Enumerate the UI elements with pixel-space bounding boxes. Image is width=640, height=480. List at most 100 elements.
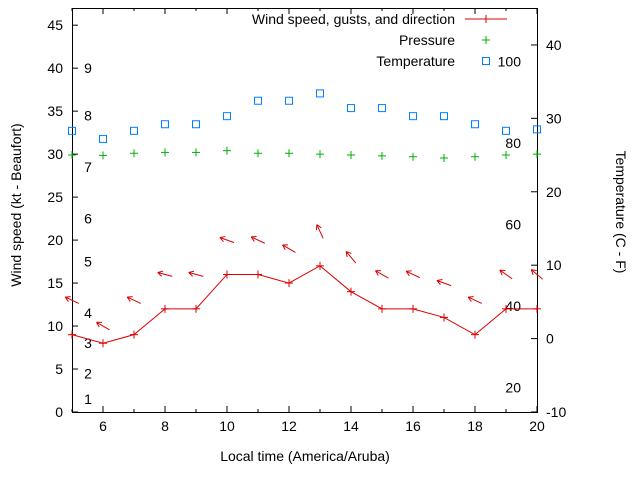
- fahrenheit-scale-label: 100: [498, 53, 522, 69]
- beaufort-scale-label: 8: [84, 107, 92, 123]
- gust-arrow: [316, 224, 324, 239]
- gust-arrow-head: [436, 279, 443, 281]
- gust-arrow: [530, 269, 544, 280]
- gust-arrow: [467, 296, 483, 304]
- temperature-point: [192, 120, 200, 129]
- x-tick-label: 8: [161, 418, 169, 434]
- fahrenheit-scale-label: 20: [505, 380, 521, 396]
- gust-arrow-head: [250, 236, 255, 242]
- temperature-point: [161, 120, 169, 129]
- gust-arrow-head: [157, 272, 162, 277]
- gust-arrow-head: [346, 251, 352, 254]
- y-left-tick-label: 15: [47, 275, 63, 291]
- beaufort-scale-label: 2: [84, 365, 92, 381]
- plot-border: [72, 8, 538, 413]
- gust-arrow: [436, 280, 452, 287]
- y-left-tick-label: 30: [47, 146, 63, 162]
- temperature-point: [502, 126, 510, 135]
- x-tick-label: 18: [467, 418, 483, 434]
- gust-arrow-head: [375, 270, 379, 276]
- gust-arrow-head: [282, 244, 286, 250]
- y-right-tick-label: 30: [546, 110, 562, 126]
- gust-arrow-head: [467, 296, 472, 302]
- y-right-tick-label: 10: [546, 257, 562, 273]
- gust-arrow-head: [64, 296, 69, 302]
- gust-arrow: [499, 269, 513, 280]
- legend-item-wind: Wind speed, gusts, and direction: [252, 8, 508, 29]
- y-axis-title-right: Temperature (C - F): [613, 150, 629, 274]
- gust-arrow-head: [219, 237, 224, 243]
- y-right-tick-label: 0: [546, 331, 554, 347]
- temperature-point: [254, 96, 262, 105]
- legend-label-temperature: Temperature: [376, 52, 455, 69]
- temperature-point: [347, 104, 355, 113]
- wind-speed-line: [71, 265, 537, 344]
- x-tick-label: 14: [343, 418, 359, 434]
- temperature-point: [378, 104, 386, 113]
- legend-label-wind: Wind speed, gusts, and direction: [251, 10, 455, 27]
- y-left-tick-label: 40: [47, 60, 63, 76]
- gust-arrow-head: [345, 251, 348, 258]
- gust-arrow: [405, 270, 421, 279]
- gust-arrow-head: [188, 270, 195, 274]
- temperature-point: [99, 134, 107, 143]
- gust-arrow-head: [219, 236, 226, 239]
- gust-arrow-head: [436, 280, 441, 286]
- temperature-point: [471, 120, 479, 129]
- beaufort-scale-label: 7: [84, 159, 92, 175]
- y-axis-title-left: Wind speed (kt - Beaufort): [8, 123, 24, 287]
- gust-arrow-head: [499, 269, 503, 276]
- y-left-tick-label: 25: [47, 189, 63, 205]
- gust-arrow: [157, 272, 173, 277]
- beaufort-scale-label: 1: [84, 391, 92, 407]
- y-left-tick-label: 5: [55, 361, 63, 377]
- temperature-point: [316, 89, 324, 98]
- y-left-tick-label: 35: [47, 103, 63, 119]
- gust-arrow-head: [188, 272, 193, 277]
- y-right-tick-label: 20: [546, 184, 562, 200]
- gust-arrow: [345, 251, 357, 264]
- x-axis-title: Local time (America/Aruba): [220, 448, 390, 464]
- temperature-square-icon: [482, 56, 490, 65]
- gust-arrow: [282, 244, 296, 253]
- beaufort-scale-label: 6: [84, 211, 92, 227]
- temperature-point: [68, 126, 76, 135]
- y-left-tick-label: 0: [55, 404, 63, 420]
- legend-item-temperature: Temperature: [252, 50, 508, 71]
- gust-arrow: [64, 296, 80, 304]
- y-right-tick-label: 40: [546, 37, 562, 53]
- x-tick-label: 10: [219, 418, 235, 434]
- gust-arrow-head: [96, 322, 100, 328]
- beaufort-scale-label: 3: [84, 335, 92, 351]
- temperature-point: [223, 112, 231, 121]
- gust-arrow-head: [157, 270, 164, 274]
- beaufort-scale-label: 5: [84, 254, 92, 270]
- y-right-tick-label: -10: [546, 404, 566, 420]
- gust-arrow-head: [316, 224, 322, 229]
- x-tick-label: 6: [99, 418, 107, 434]
- y-left-tick-label: 45: [47, 17, 63, 33]
- beaufort-scale-label: 4: [84, 305, 92, 321]
- gust-arrow: [188, 272, 204, 277]
- temperature-point: [440, 112, 448, 121]
- gust-arrow-head: [530, 269, 534, 275]
- fahrenheit-scale-label: 60: [505, 216, 521, 232]
- temperature-point: [285, 96, 293, 105]
- legend-label-pressure: Pressure: [398, 31, 455, 48]
- x-tick-label: 20: [529, 418, 545, 434]
- fahrenheit-scale-label: 80: [505, 135, 521, 151]
- gust-arrow: [96, 321, 110, 331]
- pressure-plus-icon: [482, 35, 490, 44]
- x-tick-label: 12: [281, 418, 297, 434]
- gust-arrow: [126, 296, 142, 304]
- y-left-tick-label: 10: [47, 318, 63, 334]
- fahrenheit-scale-label: 40: [505, 298, 521, 314]
- legend-item-pressure: Pressure: [252, 29, 508, 50]
- gust-arrow-head: [531, 269, 537, 272]
- gust-arrow: [219, 237, 235, 244]
- gust-arrow: [250, 236, 266, 244]
- temperature-point: [409, 112, 417, 121]
- wind-line-plus-icon: [465, 14, 507, 23]
